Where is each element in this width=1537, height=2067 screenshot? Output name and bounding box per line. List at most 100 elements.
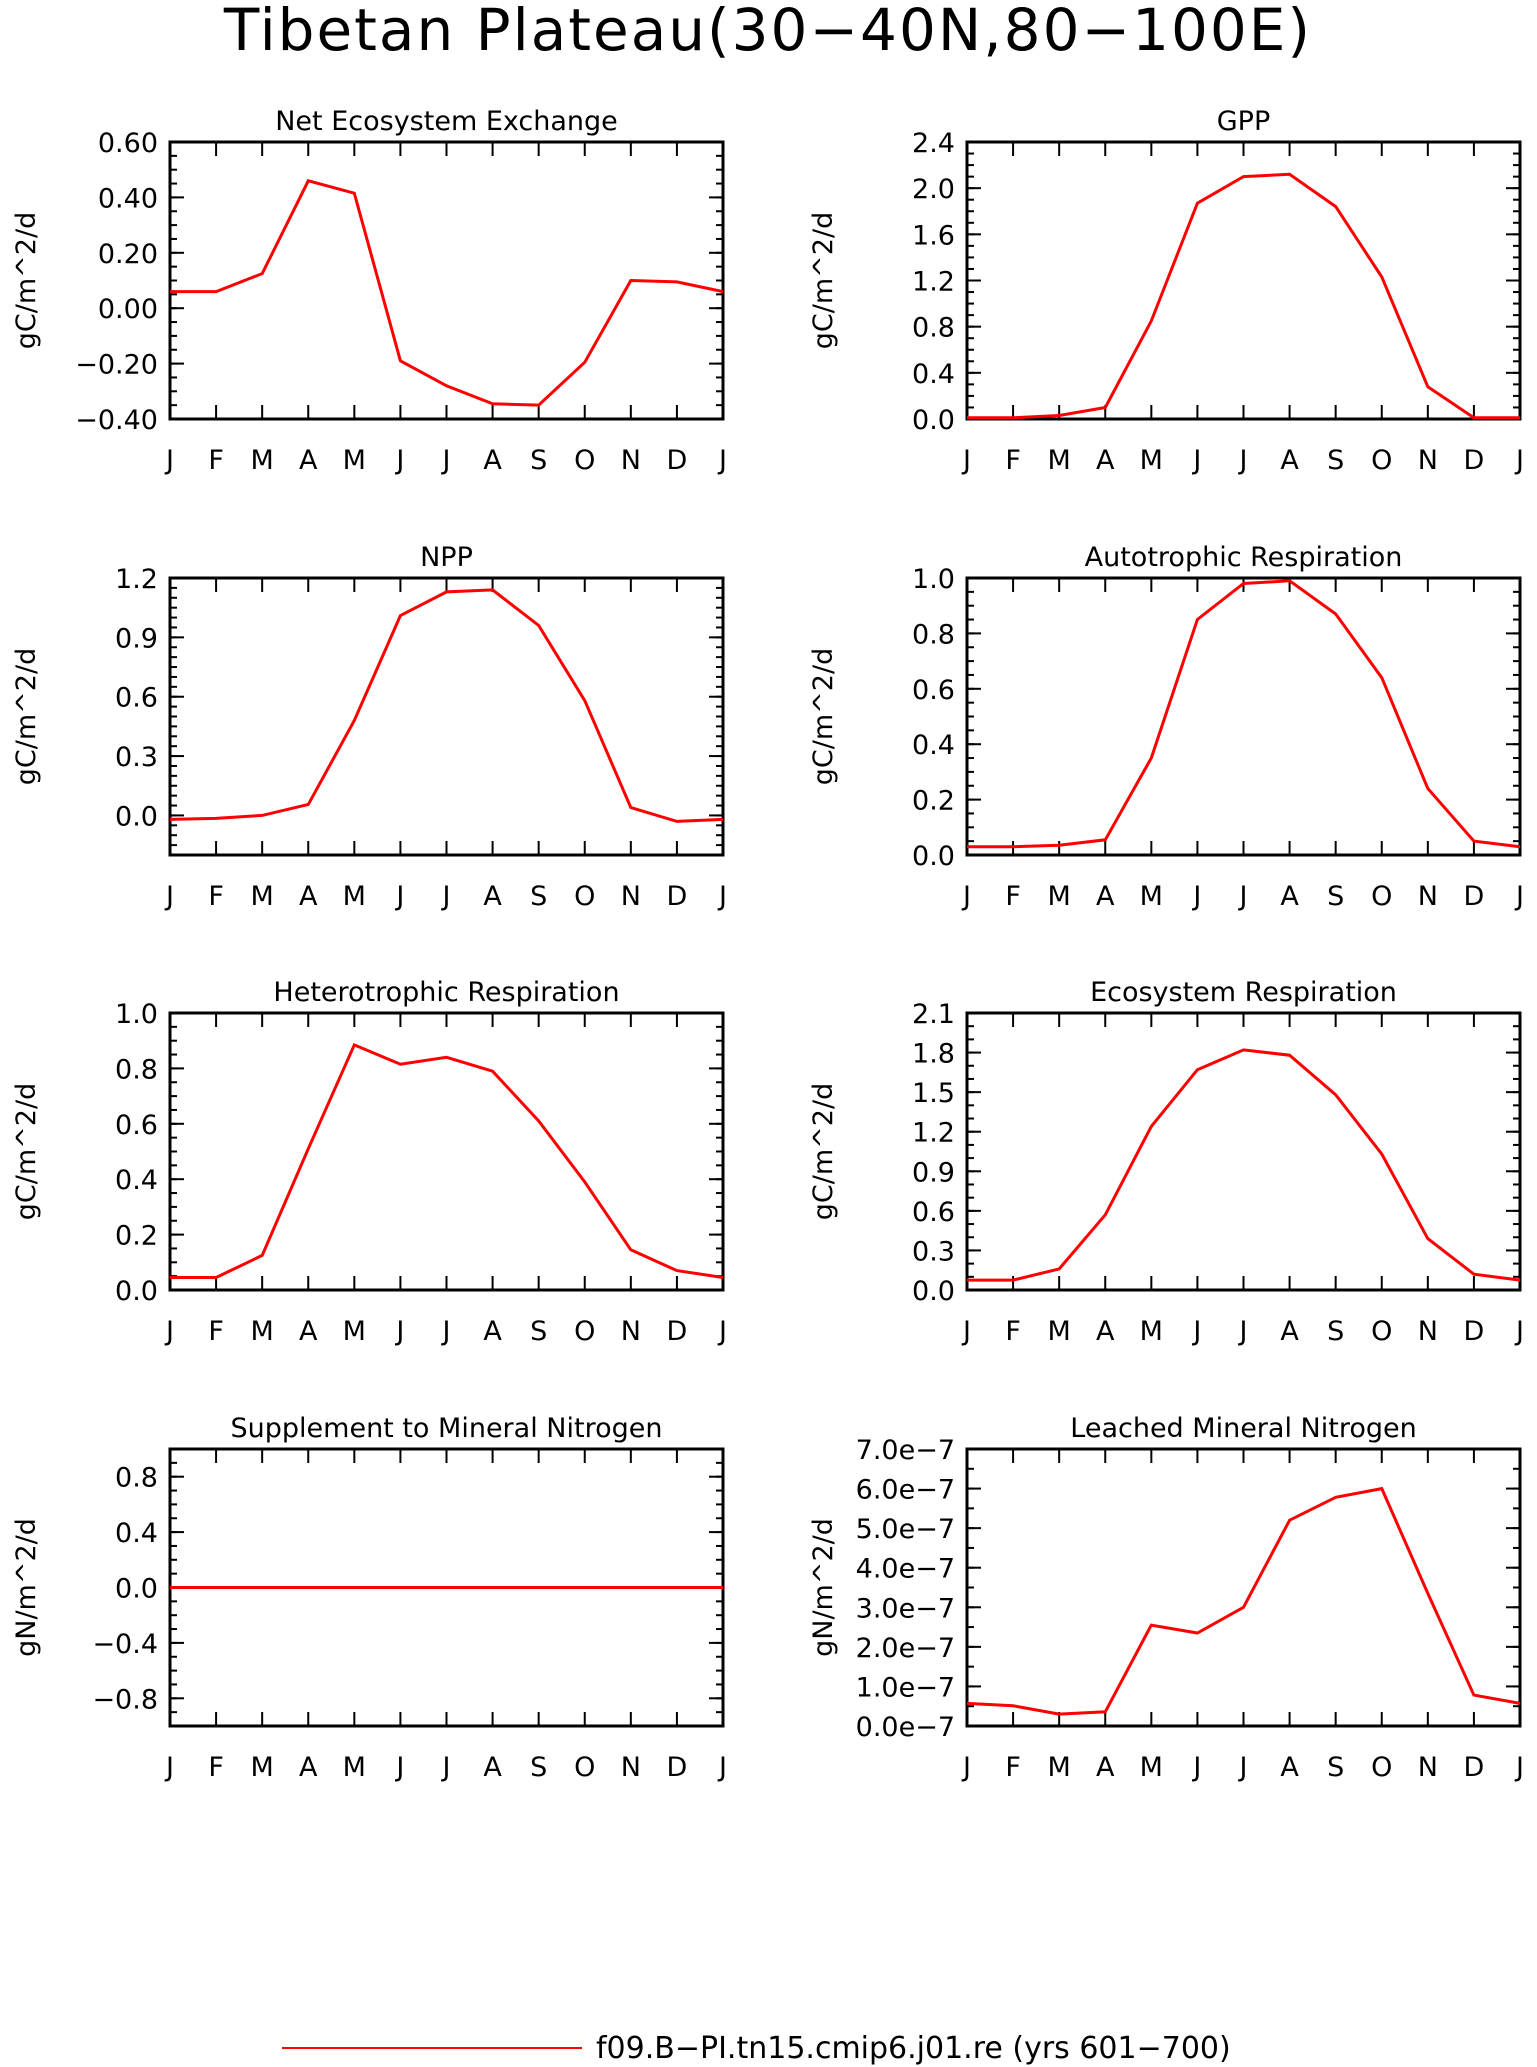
- x-tick-label: A: [483, 881, 502, 912]
- x-tick-label: S: [530, 445, 547, 476]
- x-tick-label: D: [667, 445, 688, 476]
- x-tick-label: M: [251, 1316, 274, 1347]
- x-tick-label: J: [394, 881, 404, 912]
- y-axis-label: gC/m^2/d: [11, 212, 42, 349]
- y-tick-label: 3.0e−7: [856, 1593, 955, 1624]
- y-tick-label: 0.3: [912, 1236, 955, 1267]
- y-tick-label: 0.4: [912, 359, 955, 390]
- x-tick-label: M: [1140, 1752, 1163, 1783]
- x-tick-label: O: [1371, 1316, 1392, 1347]
- y-axis-label: gN/m^2/d: [808, 1518, 839, 1657]
- y-axis-label: gC/m^2/d: [11, 648, 42, 785]
- x-tick-label: F: [208, 1316, 224, 1347]
- x-tick-label: M: [1140, 445, 1163, 476]
- x-tick-label: F: [1005, 445, 1021, 476]
- y-tick-label: 0.8: [115, 1463, 158, 1494]
- chart-title: Net Ecosystem Exchange: [275, 106, 618, 137]
- x-tick-label: J: [1238, 881, 1248, 912]
- y-tick-label: 1.6: [912, 220, 955, 251]
- x-tick-label: O: [574, 1752, 595, 1783]
- x-tick-label: J: [164, 881, 174, 912]
- x-tick-label: A: [1096, 445, 1115, 476]
- x-tick-label: F: [1005, 1316, 1021, 1347]
- chart-title: Leached Mineral Nitrogen: [1070, 1413, 1416, 1444]
- x-tick-label: J: [164, 445, 174, 476]
- x-tick-label: J: [164, 1316, 174, 1347]
- x-tick-label: N: [621, 1316, 641, 1347]
- y-tick-label: −0.20: [75, 350, 158, 381]
- y-tick-label: 4.0e−7: [856, 1554, 955, 1585]
- chart-panel: Supplement to Mineral Nitrogen gN/m^2/d J F…: [11, 1413, 727, 1783]
- x-tick-label: M: [343, 1316, 366, 1347]
- x-tick-label: J: [1514, 1316, 1524, 1347]
- y-axis-label: gC/m^2/d: [808, 1083, 839, 1220]
- x-tick-label: J: [961, 881, 971, 912]
- y-tick-label: 0.60: [98, 128, 158, 159]
- x-tick-label: S: [530, 1752, 547, 1783]
- x-tick-label: D: [1464, 1752, 1485, 1783]
- x-tick-label: D: [1464, 881, 1485, 912]
- x-tick-label: J: [961, 1752, 971, 1783]
- x-tick-label: D: [667, 1752, 688, 1783]
- x-tick-label: A: [1280, 445, 1299, 476]
- y-tick-label: 0.4: [115, 1518, 158, 1549]
- y-tick-label: 0.6: [115, 683, 158, 714]
- x-tick-label: F: [208, 881, 224, 912]
- y-tick-label: 5.0e−7: [856, 1514, 955, 1545]
- y-tick-label: 0.0: [115, 1276, 158, 1307]
- x-tick-label: J: [441, 1752, 451, 1783]
- y-tick-label: 0.0: [115, 1574, 158, 1605]
- x-tick-label: J: [1514, 445, 1524, 476]
- y-tick-label: 2.0: [912, 174, 955, 205]
- x-tick-label: N: [1418, 1752, 1438, 1783]
- y-tick-label: 2.0e−7: [856, 1633, 955, 1664]
- x-tick-label: M: [251, 445, 274, 476]
- x-tick-label: O: [574, 881, 595, 912]
- y-axis-label: gC/m^2/d: [11, 1083, 42, 1220]
- x-tick-label: O: [1371, 881, 1392, 912]
- y-tick-label: 0.9: [912, 1157, 955, 1188]
- x-tick-label: M: [251, 881, 274, 912]
- y-axis-label: gN/m^2/d: [11, 1518, 42, 1657]
- x-tick-label: D: [1464, 1316, 1485, 1347]
- x-tick-label: N: [621, 1752, 641, 1783]
- chart-title: Heterotrophic Respiration: [273, 977, 619, 1008]
- chart-title: NPP: [420, 542, 473, 573]
- y-tick-label: 1.0: [115, 999, 158, 1030]
- y-tick-label: 0.8: [912, 619, 955, 650]
- x-tick-label: N: [621, 881, 641, 912]
- x-tick-label: F: [1005, 1752, 1021, 1783]
- x-tick-label: J: [1191, 881, 1201, 912]
- y-tick-label: 0.0: [912, 841, 955, 872]
- x-tick-label: F: [208, 445, 224, 476]
- x-tick-label: J: [717, 881, 727, 912]
- x-tick-label: N: [1418, 1316, 1438, 1347]
- x-tick-label: J: [1238, 445, 1248, 476]
- x-tick-label: O: [1371, 1752, 1392, 1783]
- x-tick-label: A: [1096, 1316, 1115, 1347]
- x-tick-label: O: [574, 445, 595, 476]
- y-tick-label: 0.20: [98, 239, 158, 270]
- y-tick-label: 1.0: [912, 564, 955, 595]
- x-tick-label: A: [483, 1316, 502, 1347]
- y-tick-label: 0.8: [115, 1054, 158, 1085]
- x-tick-label: J: [961, 1316, 971, 1347]
- x-tick-label: J: [1191, 1752, 1201, 1783]
- x-tick-label: J: [441, 881, 451, 912]
- y-tick-label: 0.4: [115, 1165, 158, 1196]
- y-tick-label: 1.2: [912, 1118, 955, 1149]
- plot-frame: [168, 576, 725, 857]
- x-tick-label: A: [299, 1316, 318, 1347]
- x-tick-label: A: [1280, 1316, 1299, 1347]
- y-tick-label: 0.40: [98, 183, 158, 214]
- series-line: [967, 172, 1520, 420]
- y-tick-label: 0.9: [115, 623, 158, 654]
- y-tick-label: 0.3: [115, 742, 158, 773]
- series-line: [967, 579, 1521, 849]
- chart-title: GPP: [1217, 106, 1271, 137]
- y-tick-label: 2.1: [912, 999, 955, 1030]
- x-tick-label: M: [251, 1752, 274, 1783]
- x-tick-label: A: [1280, 1752, 1299, 1783]
- x-tick-label: F: [1005, 881, 1021, 912]
